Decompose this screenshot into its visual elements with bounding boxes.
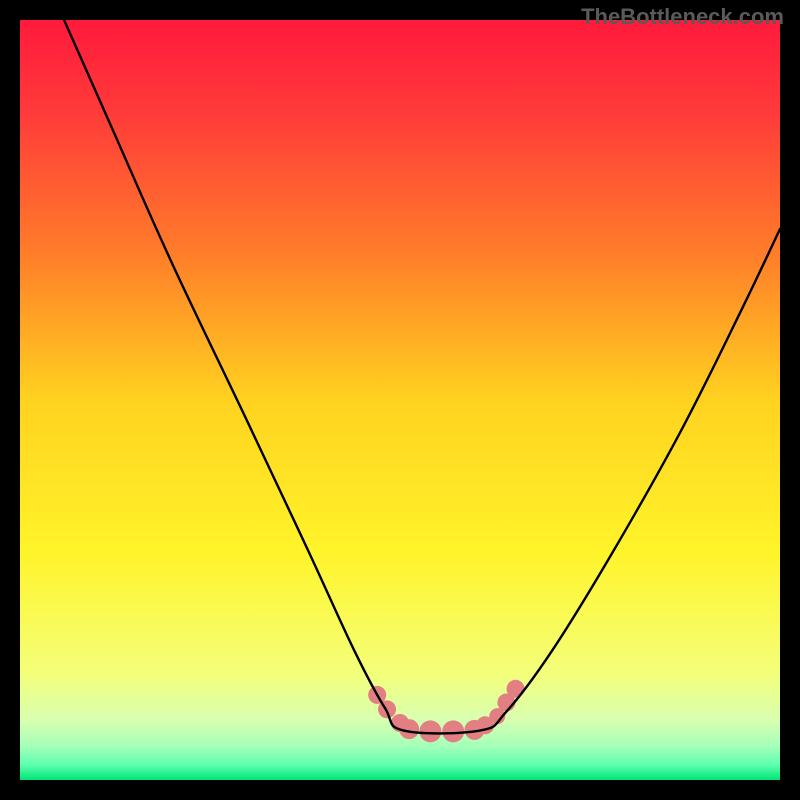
dot-marker bbox=[507, 680, 525, 698]
dot-marker bbox=[442, 720, 464, 742]
plot-area bbox=[20, 20, 780, 780]
gradient-background bbox=[20, 20, 780, 780]
chart-container: TheBottleneck.com bbox=[0, 0, 800, 800]
dot-marker bbox=[419, 720, 441, 742]
chart-svg bbox=[20, 20, 780, 780]
watermark-text: TheBottleneck.com bbox=[581, 4, 784, 30]
